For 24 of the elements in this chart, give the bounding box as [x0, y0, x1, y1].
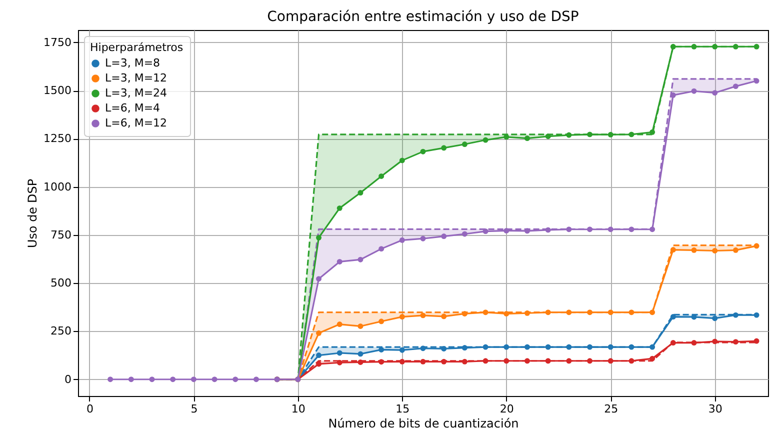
y-tick-label: 500	[50, 276, 72, 290]
legend-label: L=6, M=4	[105, 102, 160, 114]
y-tick-label: 1750	[44, 36, 72, 49]
y-tick-label: 0	[64, 372, 72, 386]
y-tick-label: 250	[50, 324, 72, 338]
x-tick-label: 15	[396, 402, 410, 416]
legend-label: L=3, M=12	[105, 72, 168, 84]
x-tick-label: 30	[708, 402, 722, 416]
x-axis-title: Número de bits de cuantización	[328, 416, 519, 430]
y-tick-label: 1000	[44, 180, 72, 194]
y-axis-title: Uso de DSP	[26, 178, 40, 248]
chart-title: Comparación entre estimación y uso de DSP	[267, 9, 579, 25]
y-tick-label: 1250	[44, 132, 72, 146]
x-tick-label: 25	[604, 402, 618, 416]
x-tick-label: 20	[500, 402, 514, 416]
x-tick-label: 0	[86, 402, 94, 416]
legend-label: L=3, M=24	[105, 86, 168, 100]
x-tick-label: 10	[291, 402, 306, 416]
legend-label: L=3, M=8	[105, 56, 160, 70]
x-tick-label: 5	[190, 402, 198, 416]
legend-title: Hiperparámetros	[90, 41, 184, 54]
y-tick-label: 750	[50, 228, 72, 242]
y-tick-label: 1500	[44, 84, 72, 98]
legend-label: L=6, M=12	[105, 116, 168, 130]
